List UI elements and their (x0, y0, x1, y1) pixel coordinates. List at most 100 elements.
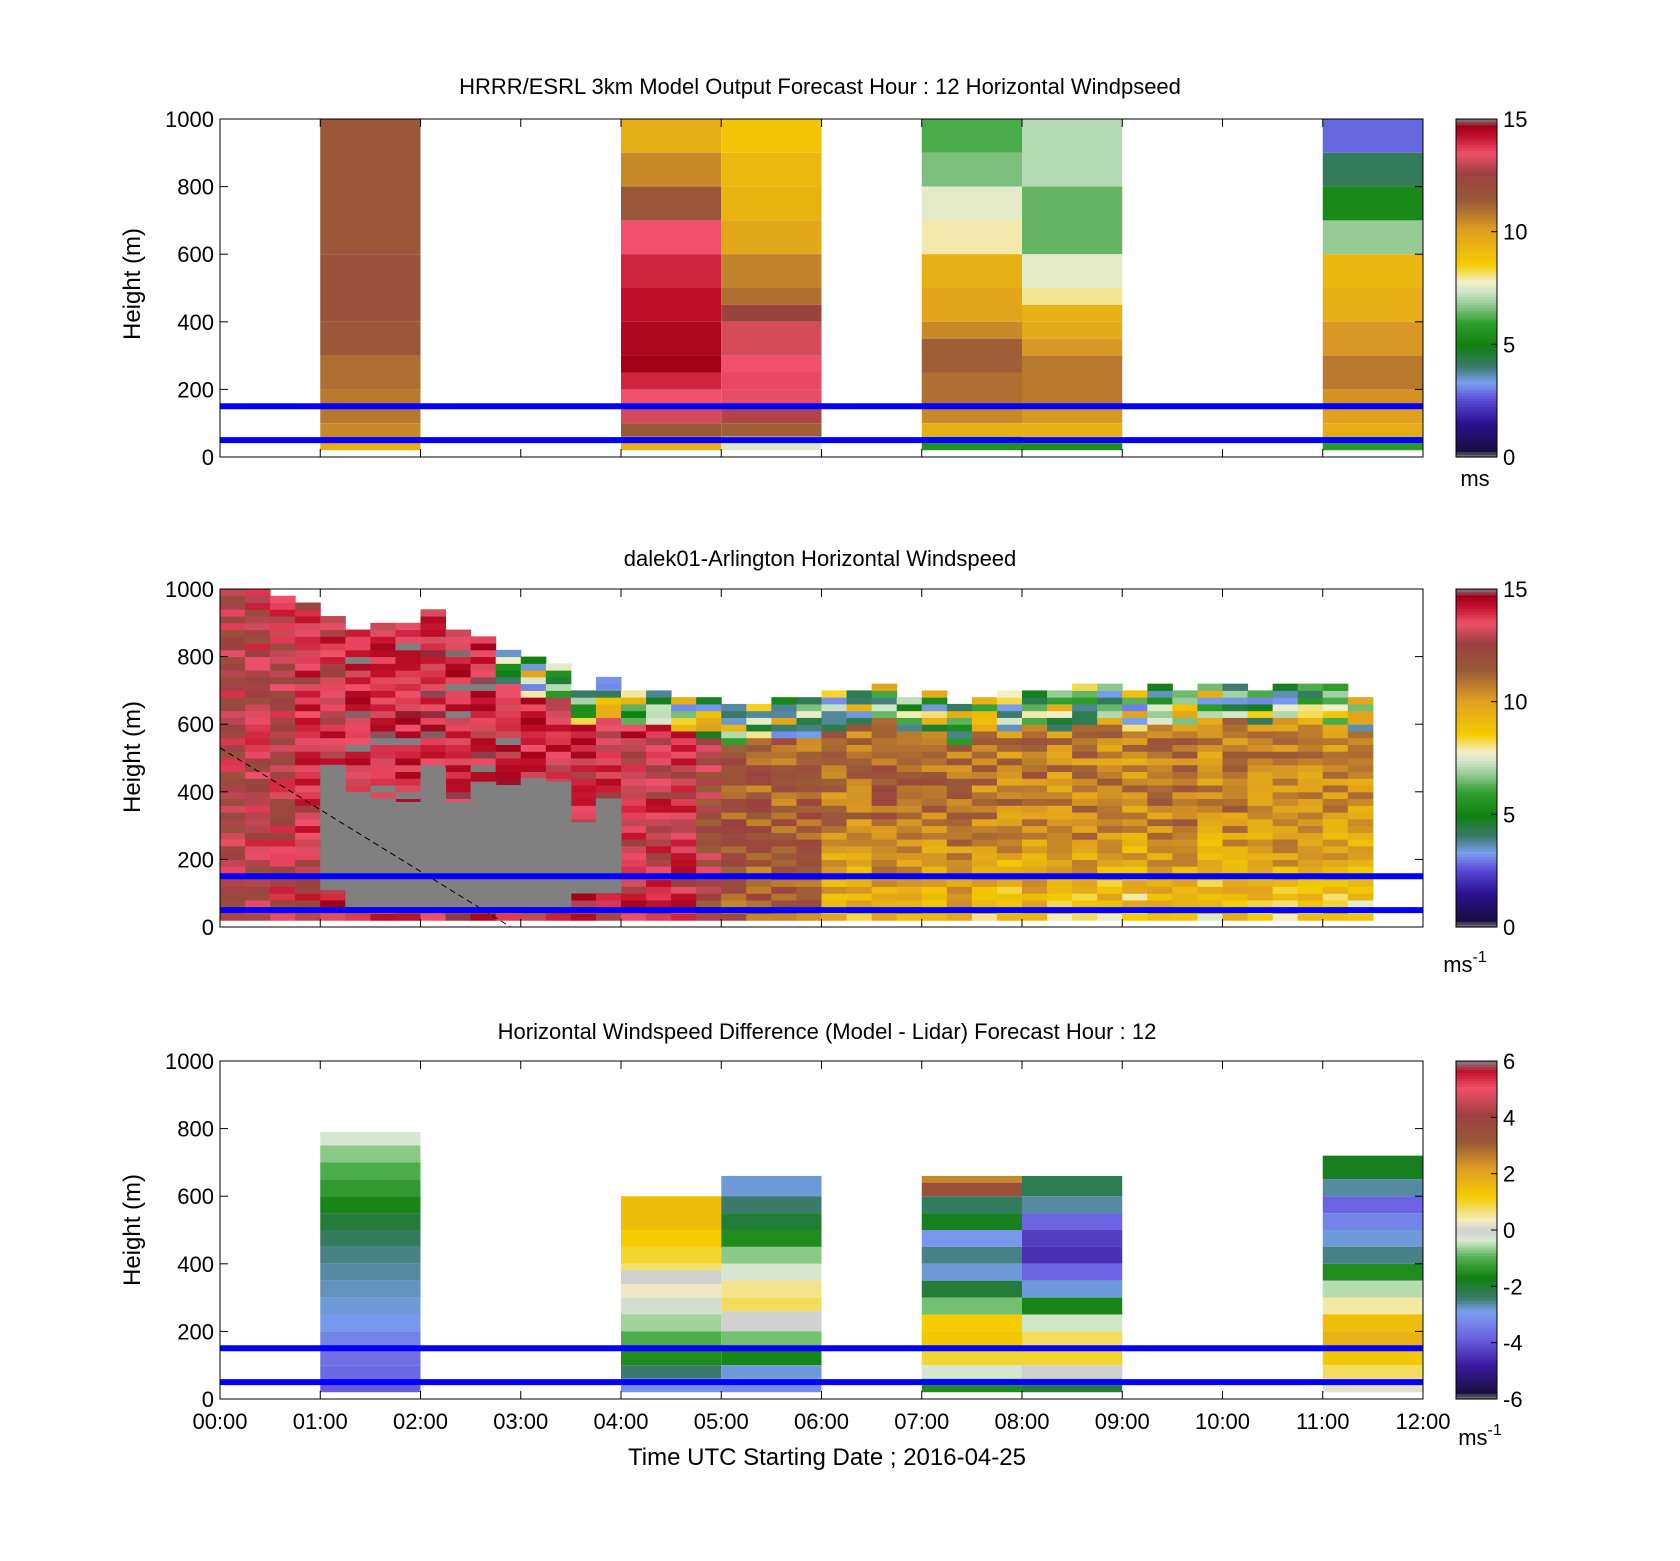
colorbar-swatch (1456, 1252, 1497, 1256)
heatmap-cell (1347, 710, 1374, 718)
colorbar-swatch (1456, 245, 1497, 250)
heatmap-cell (896, 751, 923, 759)
heatmap-cell (570, 710, 597, 718)
heatmap-cell (270, 616, 296, 624)
heatmap-cell (846, 812, 873, 820)
heatmap-cell (1022, 805, 1048, 813)
heatmap-cell (1222, 859, 1249, 867)
heatmap-cell (1197, 812, 1223, 820)
heatmap-cell (796, 697, 822, 705)
colorbar-swatch (1456, 774, 1497, 779)
heatmap-cell (495, 690, 522, 698)
heatmap-cell (220, 676, 246, 685)
colorbar-swatch (1456, 1325, 1497, 1330)
colorbar-swatch (1456, 628, 1497, 632)
heatmap-cell (245, 771, 271, 779)
heatmap-cell (1047, 913, 1073, 921)
heatmap-cell (621, 785, 647, 793)
colorbar-swatch (1456, 901, 1497, 906)
heatmap-cell (295, 839, 321, 847)
heatmap-cell (1172, 818, 1198, 827)
colorbar-swatch (1456, 656, 1497, 661)
heatmap-cell (1047, 866, 1073, 874)
heatmap-cell (721, 321, 822, 356)
heatmap-cell (1197, 859, 1223, 867)
heatmap-cell (1222, 764, 1249, 773)
heatmap-cell (1272, 758, 1299, 766)
colorbar-swatch (1456, 738, 1497, 742)
heatmap-cell (1297, 730, 1324, 739)
heatmap-cell (821, 805, 848, 813)
heatmap-cell (420, 724, 447, 732)
heatmap-cell (1297, 717, 1324, 725)
heatmap-cell (1147, 852, 1173, 860)
heatmap-cell (821, 886, 848, 894)
colorbar-swatch (1456, 867, 1497, 872)
colorbar-swatch (1456, 1066, 1497, 1071)
heatmap-cell (896, 703, 923, 712)
heatmap-cell (1322, 443, 1423, 451)
heatmap-cell (921, 899, 948, 908)
model-panel: HRRR/ESRL 3km Model Output Forecast Hour… (119, 74, 1527, 491)
heatmap-cell (595, 724, 622, 732)
heatmap-cell (921, 288, 1022, 322)
heatmap-cell (1022, 751, 1048, 759)
heatmap-cell (595, 771, 622, 779)
heatmap-cell (520, 717, 547, 725)
heatmap-cell (1197, 845, 1223, 854)
colorbar-swatch (1456, 1263, 1497, 1268)
heatmap-cell (1322, 1385, 1423, 1393)
heatmap-cell (570, 737, 597, 745)
heatmap-cell (370, 737, 396, 745)
heatmap-cell (445, 785, 472, 793)
colorbar-swatch (1456, 1382, 1497, 1386)
heatmap-cell (495, 717, 522, 725)
colorbar-swatch (1456, 715, 1497, 720)
heatmap-cell (495, 663, 522, 671)
heatmap-cell (270, 778, 296, 786)
colorbar-swatch (1456, 614, 1497, 618)
heatmap-cell (270, 744, 296, 752)
heatmap-cell (345, 764, 371, 773)
heatmap-cell (320, 690, 346, 698)
colorbar-frame (1455, 588, 1498, 928)
heatmap-cell (470, 764, 497, 773)
heatmap-cell (295, 676, 321, 685)
heatmap-cell (671, 886, 697, 894)
heatmap-cell (370, 697, 396, 705)
heatmap-cell (1322, 859, 1349, 867)
heatmap-cell (646, 717, 672, 725)
heatmap-cell (896, 832, 923, 840)
heatmap-cell (1222, 852, 1249, 860)
heatmap-cell (270, 670, 296, 678)
heatmap-cell (445, 670, 472, 678)
difference-colorbar-unit: ms-1 (1458, 1422, 1502, 1450)
heatmap-cell (495, 737, 522, 745)
heatmap-cell (495, 764, 522, 773)
heatmap-cell (921, 737, 948, 745)
heatmap-cell (570, 758, 597, 766)
heatmap-cell (1297, 785, 1324, 793)
heatmap-cell (721, 1297, 822, 1312)
colorbar-swatch (1456, 259, 1497, 264)
heatmap-cell (295, 886, 321, 894)
colorbar-swatch (1456, 426, 1497, 430)
heatmap-cell (921, 744, 948, 752)
heatmap-cell (921, 839, 948, 847)
colorbar-swatch (1456, 1106, 1497, 1110)
colorbar-swatch (1456, 1063, 1497, 1068)
heatmap-cell (370, 670, 396, 678)
colorbar-swatch (1456, 1170, 1497, 1175)
heatmap-cell (320, 1145, 421, 1163)
heatmap-cell (996, 764, 1023, 773)
heatmap-cell (721, 1348, 822, 1366)
heatmap-cell (295, 744, 321, 752)
heatmap-cell (1347, 758, 1374, 766)
colorbar-swatch (1456, 1227, 1497, 1231)
heatmap-cell (721, 703, 747, 712)
heatmap-cell (395, 710, 421, 718)
heatmap-cell (420, 690, 447, 698)
heatmap-cell (295, 663, 321, 671)
heatmap-cell (320, 717, 346, 725)
